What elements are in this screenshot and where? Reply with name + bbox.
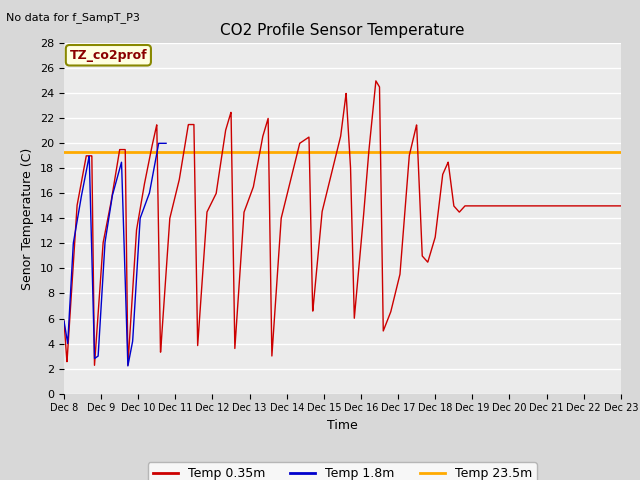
Y-axis label: Senor Temperature (C): Senor Temperature (C) xyxy=(22,147,35,289)
Text: No data for f_SampT_P3: No data for f_SampT_P3 xyxy=(6,12,140,23)
X-axis label: Time: Time xyxy=(327,419,358,432)
Legend: Temp 0.35m, Temp 1.8m, Temp 23.5m: Temp 0.35m, Temp 1.8m, Temp 23.5m xyxy=(148,462,537,480)
Text: TZ_co2prof: TZ_co2prof xyxy=(70,49,147,62)
Title: CO2 Profile Sensor Temperature: CO2 Profile Sensor Temperature xyxy=(220,23,465,38)
